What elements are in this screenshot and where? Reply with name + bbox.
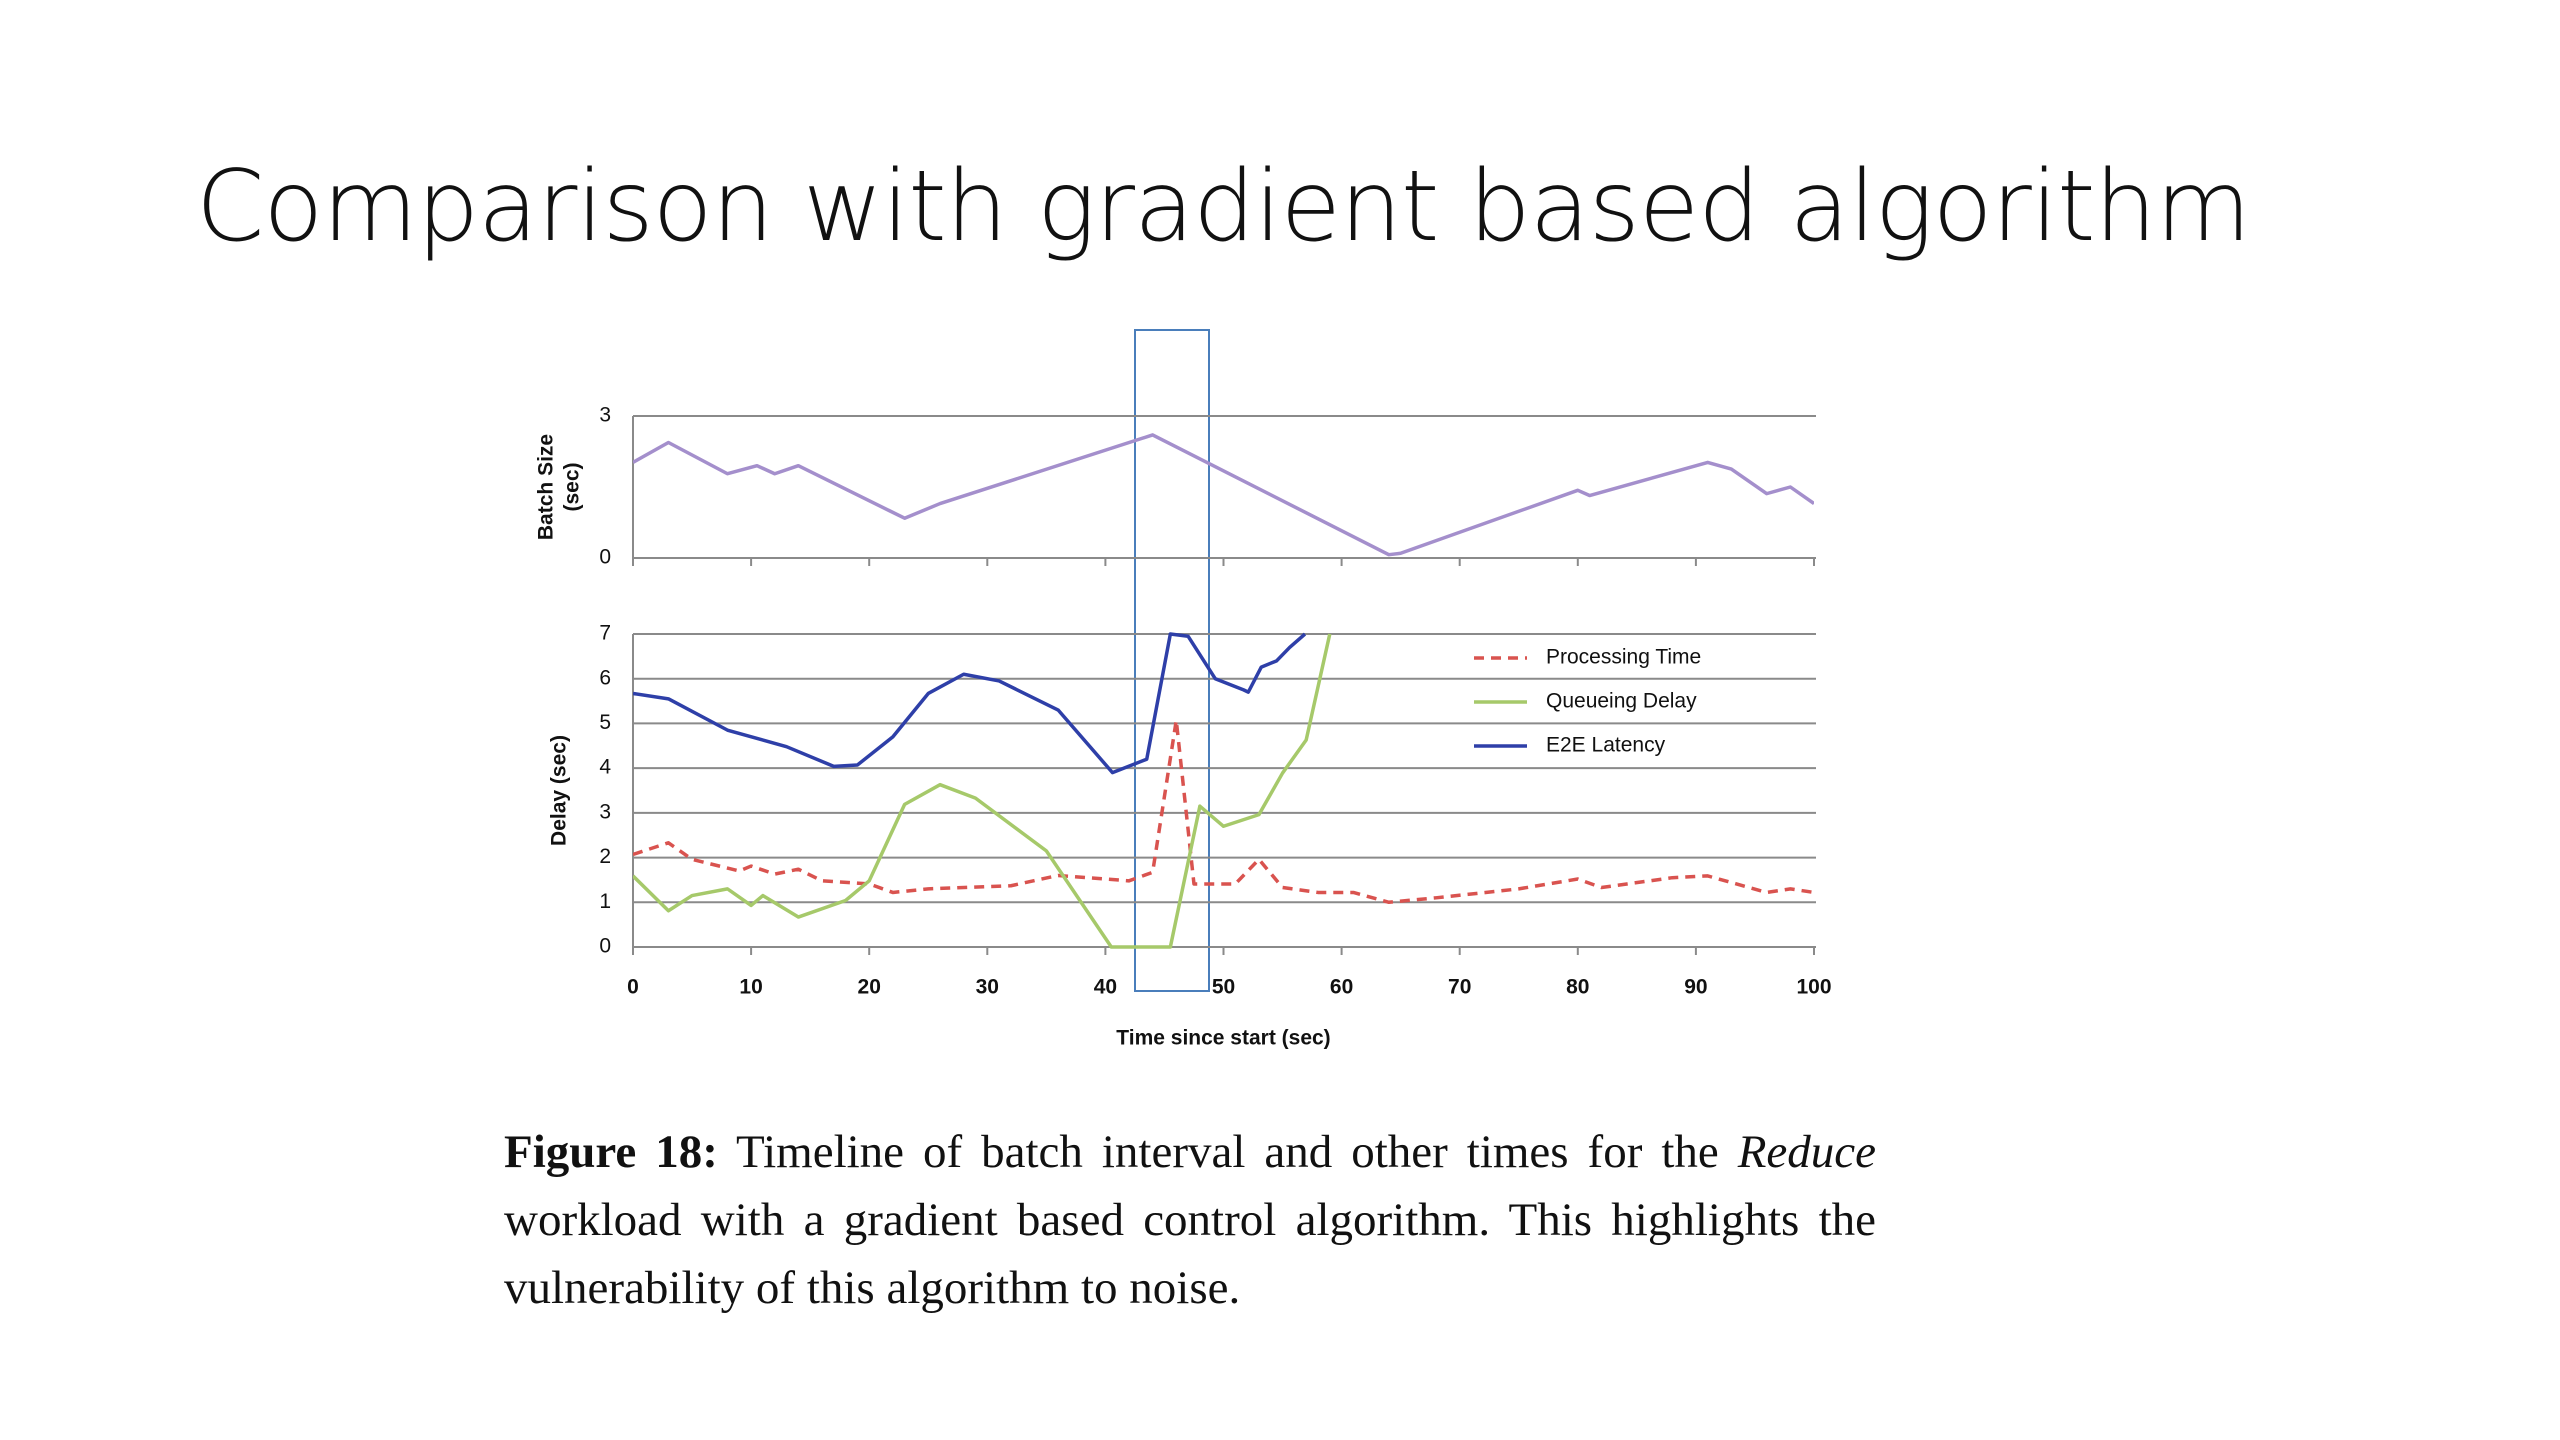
x-tick-label: 20	[858, 976, 881, 999]
x-tick-label: 40	[1094, 976, 1117, 999]
highlight-box	[1134, 329, 1210, 992]
series-line	[633, 433, 1814, 557]
y-tick-label: 1	[599, 890, 611, 913]
y-tick-label: 3	[599, 404, 611, 427]
y-axis-label: Delay (sec)	[548, 735, 571, 846]
legend-item: Queueing Delay	[1474, 690, 1697, 713]
x-tick-label: 90	[1684, 976, 1707, 999]
figure-caption: Figure 18: Timeline of batch interval an…	[504, 1118, 1876, 1322]
y-tick-label: 0	[599, 935, 611, 958]
caption-label: Figure 18:	[504, 1126, 718, 1178]
series-line	[633, 718, 1814, 905]
x-tick-label: 0	[627, 976, 639, 999]
y-tick-label: 5	[599, 711, 611, 734]
y-tick-label: 6	[599, 666, 611, 689]
legend-label: Queueing Delay	[1546, 690, 1697, 713]
series-line	[633, 633, 1332, 949]
legend-item: Processing Time	[1474, 646, 1701, 669]
legend-label: E2E Latency	[1546, 734, 1666, 757]
y-tick-label: 0	[599, 546, 611, 569]
x-tick-label: 10	[739, 976, 762, 999]
caption-text: workload with a gradient based control a…	[504, 1194, 1876, 1314]
x-tick-label: 70	[1448, 976, 1471, 999]
y-axis-label: Batch Size	[535, 434, 558, 540]
y-tick-label: 7	[599, 622, 611, 645]
x-tick-label: 60	[1330, 976, 1353, 999]
x-tick-label: 100	[1796, 976, 1831, 999]
y-tick-label: 3	[599, 800, 611, 823]
slide-title: Comparison with gradient based algorithm	[196, 150, 2251, 264]
legend-label: Processing Time	[1546, 646, 1701, 669]
caption-emphasis: Reduce	[1737, 1126, 1877, 1178]
x-tick-label: 50	[1212, 976, 1235, 999]
series-line	[633, 632, 1307, 775]
x-tick-label: 30	[976, 976, 999, 999]
legend-item: E2E Latency	[1474, 734, 1666, 757]
y-tick-label: 4	[599, 756, 611, 779]
x-tick-label: 80	[1566, 976, 1589, 999]
caption-text: Timeline of batch interval and other tim…	[736, 1126, 1719, 1178]
y-axis-label: (sec)	[561, 462, 584, 511]
x-axis-label: Time since start (sec)	[1116, 1027, 1330, 1050]
y-tick-label: 2	[599, 845, 611, 868]
